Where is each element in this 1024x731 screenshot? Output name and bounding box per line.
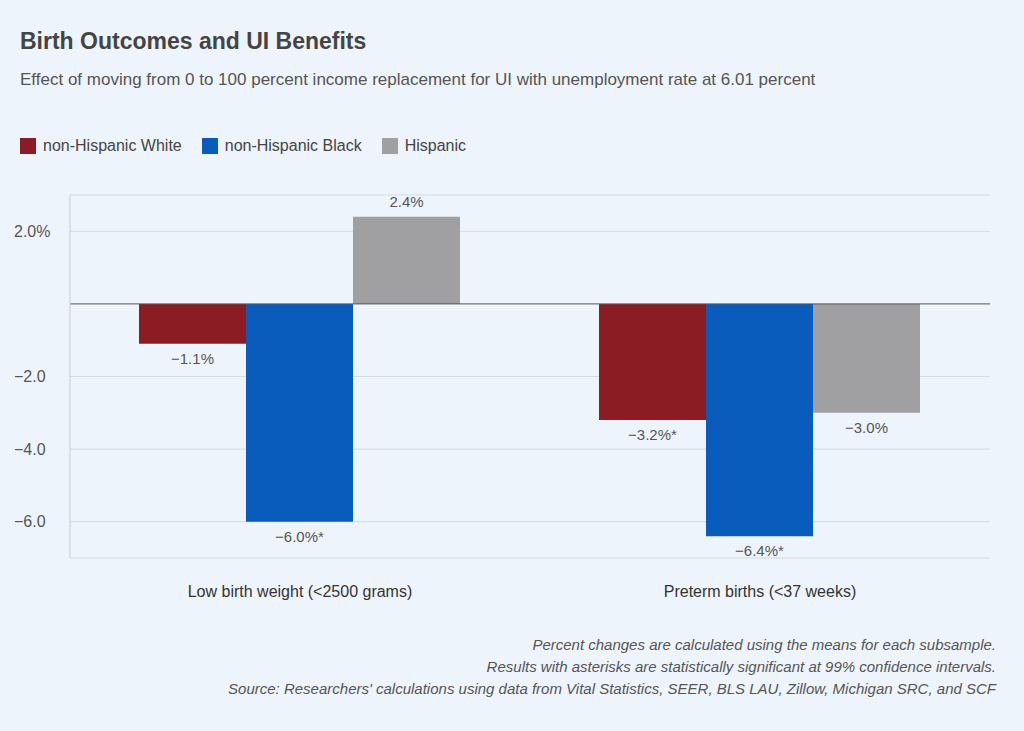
html-text:Hispanic: Hispanic [404, 137, 466, 154]
svg-text:Preterm births (<37 weeks): Preterm births (<37 weeks) [664, 583, 857, 600]
html-text:Effect of moving from 0 to 100: Effect of moving from 0 to 100 percent i… [20, 70, 816, 89]
svg-text:Low birth weight (<2500 grams): Low birth weight (<2500 grams) [188, 583, 413, 600]
svg-text:−2.0: −2.0 [14, 368, 46, 385]
svg-text:−3.0%: −3.0% [845, 419, 888, 436]
svg-text:−4.0: −4.0 [14, 441, 46, 458]
svg-text:−6.4%*: −6.4%* [735, 542, 784, 559]
html-text:Source: Researchers' calculati: Source: Researchers' calculations using … [228, 680, 996, 697]
html-text:non-Hispanic Black: non-Hispanic Black [224, 137, 362, 154]
svg-text:−1.1%: −1.1% [171, 350, 214, 367]
html-text:Birth Outcomes and UI Benefits: Birth Outcomes and UI Benefits [20, 28, 367, 54]
svg-text:−6.0: −6.0 [14, 513, 46, 530]
svg-text:2.0%: 2.0% [14, 223, 50, 240]
html-text:Percent changes are calculated: Percent changes are calculated using the… [532, 636, 996, 653]
html-text:non-Hispanic White: non-Hispanic White [43, 137, 182, 154]
svg-text:2.4%: 2.4% [389, 193, 423, 210]
html-text:Results with asterisks are sta: Results with asterisks are statistically… [486, 658, 996, 675]
svg-text:−6.0%*: −6.0%* [275, 528, 324, 545]
svg-text:−3.2%*: −3.2%* [628, 426, 677, 443]
